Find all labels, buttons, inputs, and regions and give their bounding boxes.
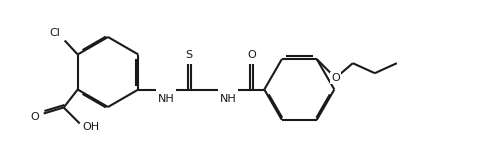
Text: NH: NH	[219, 94, 236, 103]
Text: O: O	[246, 49, 255, 60]
Text: O: O	[331, 73, 340, 83]
Text: NH: NH	[158, 94, 174, 103]
Text: OH: OH	[82, 122, 99, 133]
Text: O: O	[30, 112, 39, 122]
Text: Cl: Cl	[49, 27, 60, 37]
Text: S: S	[185, 49, 192, 60]
